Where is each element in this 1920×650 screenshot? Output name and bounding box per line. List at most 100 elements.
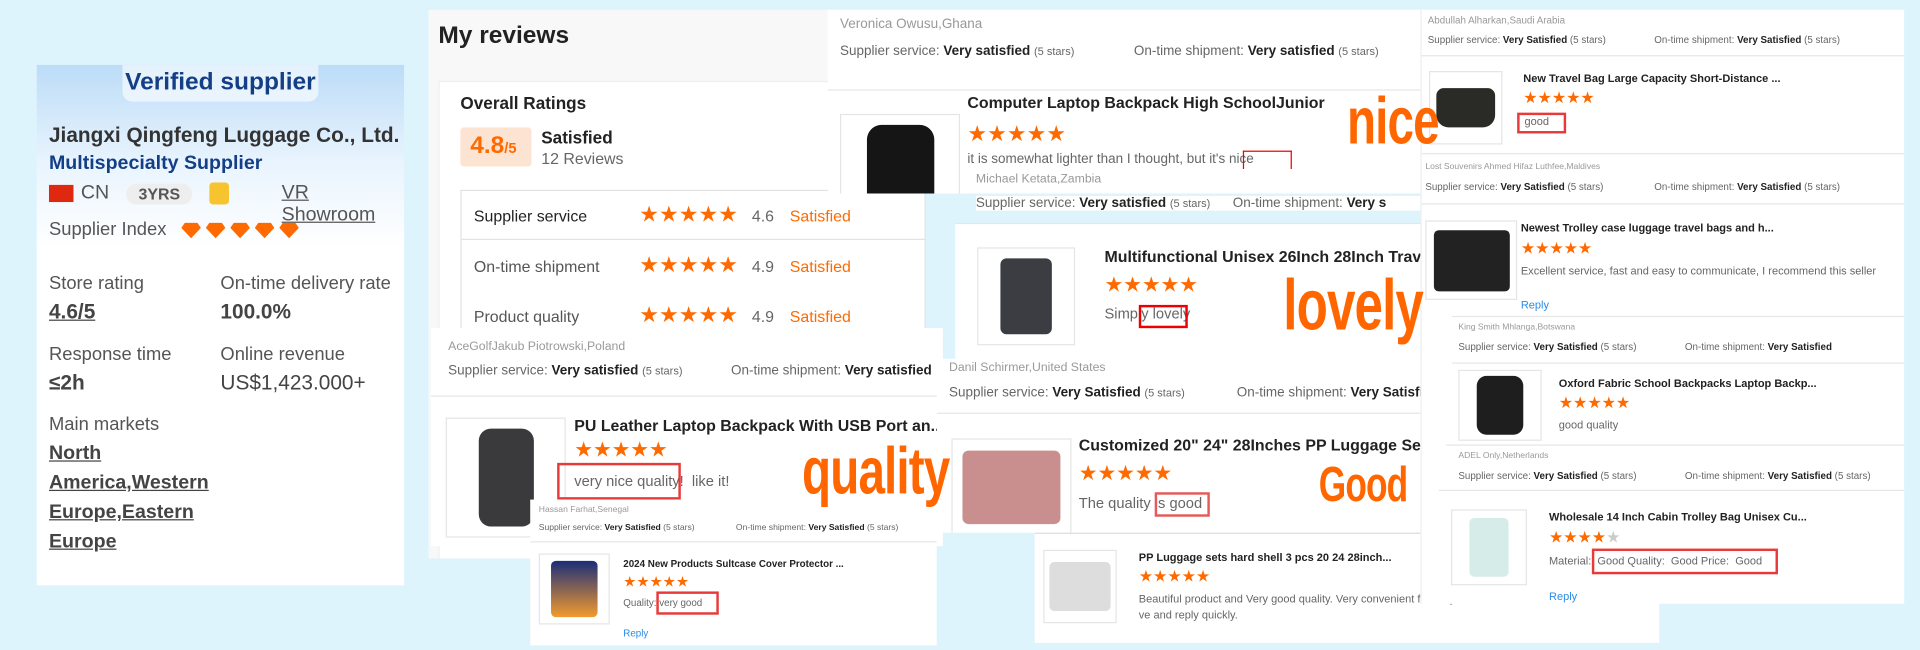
reviewer-name: King Smith Mhlanga,Botswana	[1458, 323, 1576, 332]
reviewer-name: Michael Ketata,Zambia	[975, 172, 1102, 187]
vr-showroom-link[interactable]: VR Showroom	[281, 182, 376, 226]
review-comment: Good Quality: Good Price: Good	[1597, 554, 1763, 567]
store-rating-value[interactable]: 4.6/5	[48, 300, 96, 324]
supplier-name[interactable]: Jiangxi Qingfeng Luggage Co., Ltd.	[48, 123, 400, 147]
review-stars: ★★★★★	[1078, 461, 1173, 485]
product-image-trolley-set[interactable]	[1425, 220, 1518, 301]
review-stars: ★★★★★	[1548, 527, 1621, 547]
supplier-index-diamonds	[181, 219, 303, 240]
country: CN	[80, 182, 110, 204]
review-comment: Excellent service, fast and easy to comm…	[1520, 264, 1877, 277]
highlight-box	[1138, 304, 1188, 329]
review-stars: ★★★★★	[1104, 273, 1198, 297]
rating-status: Satisfied	[789, 307, 851, 326]
overall-score: 4.8/5	[460, 127, 532, 167]
rating-value: 4.9	[751, 257, 774, 276]
product-title[interactable]: New Travel Bag Large Capacity Short-Dist…	[1523, 72, 1781, 85]
overall-ratings-heading: Overall Ratings	[460, 93, 587, 113]
delivery-rate-value: 100.0%	[220, 300, 292, 324]
review-stars: ★★★★★	[1523, 88, 1595, 107]
selection-box[interactable]	[1154, 492, 1210, 517]
diamond-icon	[230, 222, 250, 239]
product-title[interactable]: 2024 New Products Sultcase Cover Protect…	[623, 558, 844, 570]
review-card: PP Luggage sets hard shell 3 pcs 20 24 2…	[1034, 532, 1660, 643]
rating-status: Satisfied	[789, 257, 851, 276]
review-stars: ★★★★★	[623, 573, 690, 591]
review-comment: very nice quality!	[574, 472, 684, 490]
review-card: Veronica Owusu,Ghana Supplier service: V…	[827, 9, 1421, 194]
review-stars: ★★★★★	[1138, 566, 1211, 586]
review-card: Hassan Farhat,Senegal Supplier service: …	[530, 499, 937, 646]
review-stars: ★★★★★	[1520, 238, 1593, 258]
reviewer-name: Veronica Owusu,Ghana	[840, 17, 983, 32]
main-markets-label: Main markets	[48, 413, 160, 435]
review-comment: The quality is good	[1078, 494, 1203, 512]
product-image-suitcase-cover[interactable]	[538, 553, 610, 625]
reviewer-name: Hassan Farhat,Senegal	[538, 505, 629, 515]
online-revenue-label: Online revenue	[220, 344, 345, 365]
main-markets-value[interactable]: North America,Western Europe,Eastern Eur…	[48, 443, 209, 553]
diamond-icon	[181, 222, 201, 239]
product-title[interactable]: Multifunctional Unisex 26Inch 28Inch Tra…	[1104, 247, 1421, 266]
rating-label: Supplier service	[473, 206, 588, 226]
rating-label: Product quality	[473, 307, 580, 326]
product-image-cabin-trolley[interactable]	[1451, 509, 1527, 586]
supplier-index-label: Supplier Index	[48, 219, 167, 241]
supplier-card: Verified supplier Jiangxi Qingfeng Lugga…	[36, 64, 405, 586]
page-title: My reviews	[438, 22, 570, 49]
reviewer-name: Danil Schirmer,United States	[948, 361, 1106, 375]
product-title[interactable]: Customized 20" 24" 28Inches PP Luggage S…	[1078, 435, 1433, 455]
highlight-box	[656, 591, 719, 615]
delivery-rate-label: On-time delivery rate	[220, 273, 391, 294]
store-rating-label: Store rating	[48, 273, 144, 294]
review-stars: ★★★★★	[574, 438, 668, 462]
rating-label: On-time shipment	[473, 257, 600, 276]
verified-supplier-badge: Verified supplier	[122, 64, 319, 102]
rating-value: 4.6	[751, 206, 774, 226]
review-card: Michael Ketata,Zambia Supplier service: …	[955, 169, 1421, 363]
online-revenue-value: US$1,423.000+	[220, 371, 366, 395]
product-image-pink-luggage[interactable]	[951, 438, 1072, 533]
response-time-label: Response time	[48, 344, 172, 365]
annotation-lovely: lovely	[1283, 265, 1424, 346]
diamond-icon	[279, 222, 299, 239]
review-comment: Beautiful product and Very good quality.…	[1138, 592, 1465, 605]
product-image-backpack[interactable]	[445, 417, 566, 538]
annotation-good: Good	[1318, 457, 1408, 512]
highlight-box	[1242, 150, 1292, 169]
product-image-travel-bag[interactable]	[1428, 71, 1503, 145]
product-title[interactable]: Oxford Fabric School Backpacks Laptop Ba…	[1558, 377, 1817, 390]
product-image-laptop-backpack[interactable]	[840, 113, 961, 194]
product-image-white-luggage[interactable]	[1043, 549, 1117, 624]
review-card: Wholesale 14 Inch Cabin Trolley Bag Unis…	[1438, 489, 1905, 604]
product-title[interactable]: PU Leather Laptop Backpack With USB Port…	[574, 416, 943, 435]
product-image-trolley[interactable]	[977, 247, 1076, 346]
review-stars: ★★★★★	[967, 121, 1067, 146]
rating-status: Satisfied	[789, 206, 851, 226]
reply-link[interactable]: Reply	[1548, 590, 1578, 603]
product-title[interactable]: Newest Trolley case luggage travel bags …	[1520, 221, 1774, 234]
product-title[interactable]: PP Luggage sets hard shell 3 pcs 20 24 2…	[1138, 551, 1392, 564]
product-title[interactable]: Wholesale 14 Inch Cabin Trolley Bag Unis…	[1548, 510, 1807, 523]
annotation-nice: nice	[1346, 84, 1440, 158]
highlight-box	[557, 462, 681, 500]
annotation-quality: quality	[802, 434, 950, 509]
review-comment: good quality	[1558, 418, 1619, 432]
years-badge: 3YRS	[126, 183, 193, 204]
china-flag-icon	[48, 184, 74, 203]
product-image-oxford-backpack[interactable]	[1458, 369, 1542, 441]
reply-link[interactable]: Reply	[1520, 298, 1550, 312]
reviewer-name: AceGolfJakub Piotrowski,Poland	[448, 340, 626, 354]
review-stars: ★★★★★	[1558, 393, 1631, 412]
review-comment: Simply lovely	[1104, 304, 1191, 323]
reply-link[interactable]: Reply	[623, 628, 649, 640]
review-comment: very good	[659, 597, 703, 609]
product-title[interactable]: Computer Laptop Backpack High SchoolJuni…	[967, 93, 1325, 112]
rating-stars: ★★★★★	[639, 202, 738, 227]
review-comment: it is somewhat lighter than I thought, b…	[967, 151, 1254, 167]
reviewer-name: ADEL Only,Netherlands	[1458, 451, 1549, 461]
ratings-breakdown: Supplier service ★★★★★ 4.6 Satisfied On-…	[460, 189, 926, 331]
overall-verdict: Satisfied	[541, 127, 613, 147]
highlight-box	[1517, 112, 1567, 134]
